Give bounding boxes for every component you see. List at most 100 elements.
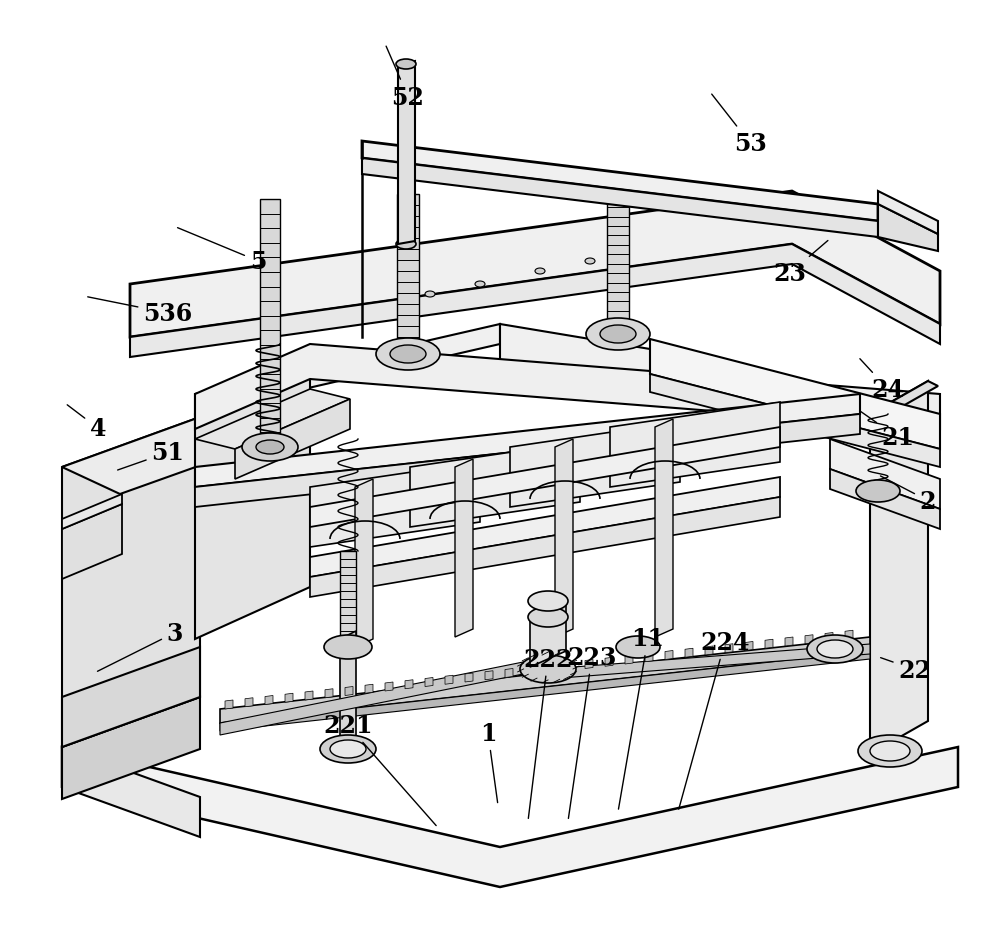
Polygon shape	[845, 630, 853, 639]
Polygon shape	[650, 340, 940, 449]
Polygon shape	[405, 680, 413, 689]
Ellipse shape	[528, 591, 568, 612]
Polygon shape	[325, 689, 333, 698]
Polygon shape	[805, 635, 813, 644]
Text: 222: 222	[523, 647, 573, 818]
Ellipse shape	[616, 637, 660, 658]
Polygon shape	[220, 657, 548, 735]
Polygon shape	[195, 325, 500, 415]
Ellipse shape	[528, 607, 568, 627]
Polygon shape	[555, 440, 573, 638]
Text: 221: 221	[323, 714, 436, 826]
Polygon shape	[765, 639, 773, 649]
Polygon shape	[310, 462, 480, 548]
Polygon shape	[310, 478, 780, 577]
Polygon shape	[355, 480, 373, 648]
Polygon shape	[385, 682, 393, 691]
Ellipse shape	[817, 640, 853, 658]
Polygon shape	[265, 696, 273, 704]
Polygon shape	[485, 671, 493, 680]
Polygon shape	[465, 674, 473, 682]
Polygon shape	[220, 638, 870, 723]
Polygon shape	[625, 655, 633, 664]
Polygon shape	[685, 649, 693, 658]
Polygon shape	[655, 419, 673, 638]
Text: 4: 4	[67, 406, 106, 441]
Text: 21: 21	[860, 412, 914, 450]
Polygon shape	[220, 651, 870, 731]
Polygon shape	[500, 325, 900, 430]
Ellipse shape	[396, 60, 416, 70]
Polygon shape	[605, 658, 613, 666]
Polygon shape	[745, 642, 753, 651]
Polygon shape	[665, 651, 673, 660]
Polygon shape	[340, 551, 356, 639]
Polygon shape	[645, 653, 653, 662]
Polygon shape	[530, 601, 566, 667]
Polygon shape	[830, 470, 940, 530]
Text: 2: 2	[880, 476, 936, 513]
Ellipse shape	[870, 741, 910, 761]
Polygon shape	[285, 693, 293, 702]
Polygon shape	[397, 195, 419, 360]
Polygon shape	[195, 394, 860, 487]
Polygon shape	[130, 245, 940, 357]
Polygon shape	[878, 205, 938, 251]
Ellipse shape	[324, 636, 372, 659]
Text: 22: 22	[881, 658, 932, 682]
Polygon shape	[62, 747, 958, 887]
Text: 11: 11	[618, 626, 664, 809]
Ellipse shape	[390, 345, 426, 364]
Polygon shape	[445, 676, 453, 685]
Polygon shape	[650, 375, 940, 468]
Text: 51: 51	[118, 441, 184, 470]
Ellipse shape	[807, 636, 863, 664]
Ellipse shape	[856, 481, 900, 502]
Polygon shape	[62, 505, 122, 579]
Polygon shape	[785, 638, 793, 646]
Ellipse shape	[242, 433, 298, 461]
Polygon shape	[340, 631, 356, 749]
Polygon shape	[705, 646, 713, 655]
Polygon shape	[610, 403, 780, 487]
Ellipse shape	[256, 441, 284, 455]
Polygon shape	[345, 687, 353, 696]
Text: 5: 5	[178, 228, 266, 274]
Ellipse shape	[396, 239, 416, 250]
Polygon shape	[195, 390, 350, 449]
Ellipse shape	[320, 735, 376, 763]
Polygon shape	[362, 159, 878, 238]
Polygon shape	[548, 644, 870, 679]
Ellipse shape	[520, 655, 576, 683]
Polygon shape	[310, 497, 780, 598]
Polygon shape	[425, 677, 433, 687]
Polygon shape	[825, 633, 833, 642]
Text: 224: 224	[679, 630, 750, 809]
Polygon shape	[585, 660, 593, 669]
Ellipse shape	[586, 318, 650, 351]
Polygon shape	[62, 495, 122, 530]
Polygon shape	[310, 428, 780, 527]
Polygon shape	[305, 691, 313, 701]
Polygon shape	[830, 440, 940, 509]
Polygon shape	[260, 200, 280, 447]
Ellipse shape	[535, 269, 545, 275]
Ellipse shape	[330, 741, 366, 758]
Polygon shape	[195, 415, 860, 508]
Polygon shape	[62, 418, 260, 495]
Polygon shape	[725, 644, 733, 653]
Polygon shape	[607, 180, 629, 340]
Text: 23: 23	[774, 241, 828, 286]
Polygon shape	[545, 664, 553, 674]
Polygon shape	[410, 443, 580, 527]
Ellipse shape	[425, 291, 435, 298]
Polygon shape	[455, 459, 473, 638]
Polygon shape	[878, 192, 938, 235]
Polygon shape	[565, 662, 573, 671]
Ellipse shape	[600, 326, 636, 343]
Polygon shape	[510, 422, 680, 508]
Polygon shape	[62, 747, 200, 837]
Text: 53: 53	[712, 95, 766, 156]
Polygon shape	[195, 363, 310, 639]
Text: 223: 223	[567, 645, 617, 818]
